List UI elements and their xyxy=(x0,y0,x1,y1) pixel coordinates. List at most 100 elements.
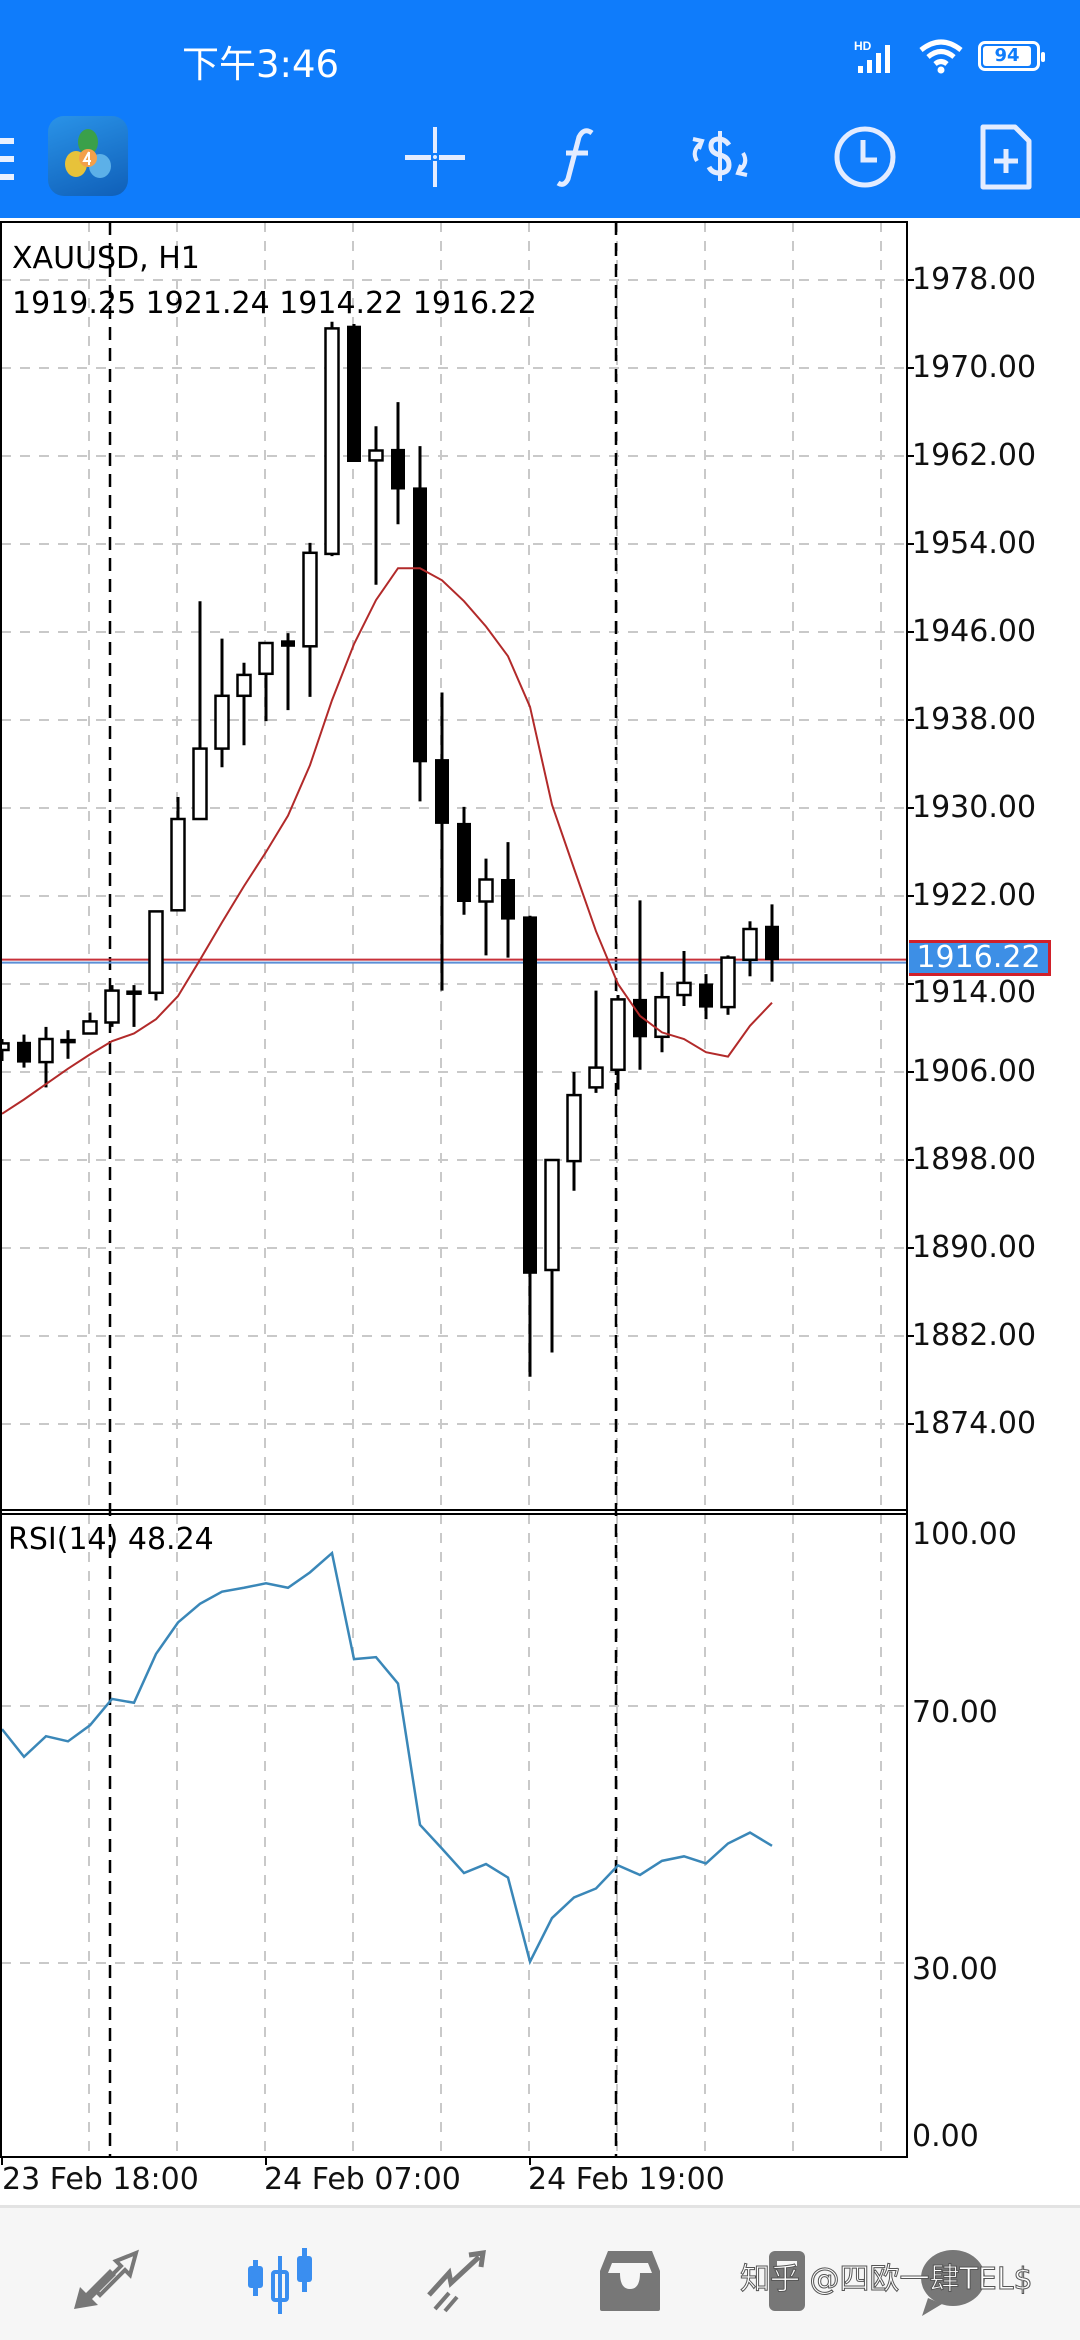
time-tick-label: 24 Feb 19:00 xyxy=(528,2162,725,2197)
messages-icon xyxy=(769,2251,805,2311)
menu-icon[interactable] xyxy=(0,138,16,180)
trade-button[interactable] xyxy=(685,122,755,192)
signal-icon: HD xyxy=(854,39,890,73)
candle-bullish xyxy=(368,449,384,462)
rsi-tick-label: 70.00 xyxy=(912,1695,998,1730)
price-tick-label: 1898.00 xyxy=(912,1142,1037,1177)
candle-bearish xyxy=(391,448,405,490)
candle-bullish xyxy=(720,956,736,1009)
trade-trend-icon xyxy=(427,2250,486,2313)
candle-bullish xyxy=(192,747,208,821)
price-tick-label: 1954.00 xyxy=(912,526,1037,561)
rsi-tick-label: 30.00 xyxy=(912,1952,998,1987)
candle-bearish xyxy=(457,822,471,903)
timeframe-button[interactable] xyxy=(830,122,900,192)
watermark: 知乎 @四欧一肆TEL$ xyxy=(740,2262,1034,2298)
price-tick-label: 1930.00 xyxy=(912,790,1037,825)
time-tick-label: 23 Feb 18:00 xyxy=(2,2162,199,2197)
candle-bearish xyxy=(501,879,515,920)
candle-bullish xyxy=(302,551,318,648)
mt4-logo[interactable] xyxy=(48,116,128,196)
candle-bearish xyxy=(523,916,537,1274)
price-tick-label: 1978.00 xyxy=(912,262,1037,297)
candle-bearish xyxy=(765,925,779,961)
price-tick-label: 1970.00 xyxy=(912,350,1037,385)
price-tick-label: 1882.00 xyxy=(912,1318,1037,1353)
wifi-icon xyxy=(919,39,963,74)
price-tick-label: 1938.00 xyxy=(912,702,1037,737)
price-tick-label: 1946.00 xyxy=(912,614,1037,649)
candle-bullish xyxy=(38,1037,54,1064)
candle-bearish xyxy=(347,325,361,463)
moving-average-line xyxy=(1,567,773,1115)
time-tick-label: 24 Feb 07:00 xyxy=(264,2162,461,2197)
rsi-label: RSI(14) 48.24 xyxy=(8,1522,214,1557)
new-order-button[interactable] xyxy=(970,122,1040,192)
rsi-line xyxy=(1,1550,773,1966)
candle-bullish xyxy=(742,927,758,962)
status-icons: HD 94 xyxy=(854,38,1045,74)
network-type: HD xyxy=(854,39,872,53)
candle-bullish xyxy=(566,1093,582,1163)
quotes-arrows-icon xyxy=(74,2249,139,2309)
candle-bullish xyxy=(588,1066,604,1089)
candle-bullish xyxy=(654,995,670,1039)
nav-trade[interactable] xyxy=(418,2246,498,2316)
candle-bullish xyxy=(82,1020,98,1035)
symbol-label: XAUUSD, H1 xyxy=(12,241,200,276)
candle-bullish xyxy=(610,998,626,1072)
trade-dollar-icon xyxy=(692,131,748,181)
status-time: 下午3:46 xyxy=(182,43,340,86)
candle-bearish xyxy=(633,998,647,1038)
price-tick-label: 1922.00 xyxy=(912,878,1037,913)
crosshair-button[interactable] xyxy=(400,122,470,192)
candles-icon xyxy=(248,2248,312,2314)
candle-bullish xyxy=(544,1158,560,1272)
candle-bullish xyxy=(170,817,186,912)
mt4-logo-icon xyxy=(65,129,111,178)
bottom-nav xyxy=(0,2205,1080,2340)
price-tick-label: 1890.00 xyxy=(912,1230,1037,1265)
app-header: 下午3:46 HD 94 xyxy=(0,0,1080,218)
candle-bullish xyxy=(126,990,142,995)
nav-history[interactable] xyxy=(590,2246,670,2316)
current-price-tag: 1916.22 xyxy=(909,939,1051,976)
rsi-tick-label: 0.00 xyxy=(912,2119,979,2154)
indicator-f-icon xyxy=(556,128,594,187)
candles-layer xyxy=(1,321,907,1377)
candle-bullish xyxy=(258,641,274,676)
inbox-icon xyxy=(600,2251,660,2311)
candle-bearish xyxy=(17,1041,31,1063)
candle-bearish xyxy=(413,487,427,763)
new-order-icon xyxy=(980,124,1032,190)
candle-bearish xyxy=(281,640,295,647)
price-tick-label: 1906.00 xyxy=(912,1054,1037,1089)
candle-bearish xyxy=(435,759,449,824)
candle-bullish xyxy=(148,910,164,995)
nav-messages[interactable] xyxy=(760,2246,840,2316)
candle-bullish xyxy=(324,327,340,556)
ohlc-label: 1919.25 1921.24 1914.22 1916.22 xyxy=(12,286,537,321)
candle-bullish xyxy=(236,673,252,698)
candle-bullish xyxy=(104,989,120,1024)
price-tick-label: 1962.00 xyxy=(912,438,1037,473)
price-tick-label: 1914.00 xyxy=(912,974,1037,1010)
nav-chart[interactable] xyxy=(240,2246,320,2316)
rsi-layer xyxy=(1,1550,773,1966)
battery-level: 94 xyxy=(983,46,1031,66)
timeframe-clock-icon xyxy=(834,126,896,188)
candle-bullish xyxy=(214,694,230,750)
candle-bullish xyxy=(60,1038,76,1044)
chart-border xyxy=(0,221,908,2158)
battery-icon: 94 xyxy=(978,41,1045,71)
chart-grid xyxy=(1,222,907,2157)
indicators-button[interactable] xyxy=(543,122,613,192)
price-tick-label: 1874.00 xyxy=(912,1406,1037,1441)
candle-bullish xyxy=(478,878,494,903)
candle-bullish xyxy=(676,981,692,997)
crosshair-icon xyxy=(405,127,465,187)
chart-frame xyxy=(0,221,914,2165)
chat-bubble-icon xyxy=(921,2250,985,2316)
nav-quotes[interactable] xyxy=(65,2246,145,2316)
